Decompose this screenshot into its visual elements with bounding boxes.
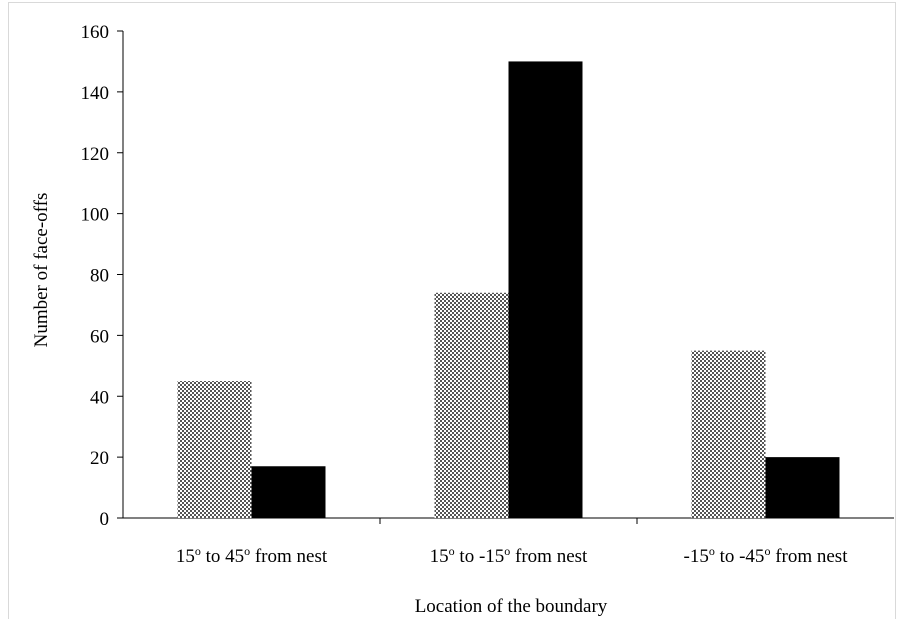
bars [177, 61, 840, 518]
y-tick-label: 60 [90, 326, 109, 347]
chart-frame [8, 2, 896, 619]
bar [508, 61, 583, 518]
x-category-label: -15o to -45o from nest [684, 544, 849, 567]
y-tick-label: 140 [81, 83, 110, 104]
y-tick-label: 120 [81, 144, 110, 165]
bar [434, 292, 509, 518]
y-tick-label: 20 [90, 448, 109, 469]
y-tick-label: 40 [90, 387, 109, 408]
y-tick-label: 100 [81, 205, 110, 226]
bar [177, 381, 252, 518]
y-tick-label: 0 [100, 509, 110, 530]
bar [251, 466, 326, 518]
x-axis-title: Location of the boundary [415, 596, 608, 617]
x-category-label: 15o to -15o from nest [430, 544, 588, 567]
x-category-label: 15o to 45o from nest [176, 544, 328, 567]
y-tick-labels: 0 20 40 60 80 100 120 140 160 [81, 22, 110, 530]
bar [765, 457, 840, 518]
y-tick-label: 160 [81, 22, 110, 43]
x-category-labels: 15o to 45o from nest 15o to -15o from nes… [176, 544, 848, 567]
bar [691, 350, 766, 518]
y-tick-label: 80 [90, 266, 109, 287]
y-axis-title: Number of face-offs [31, 193, 52, 348]
